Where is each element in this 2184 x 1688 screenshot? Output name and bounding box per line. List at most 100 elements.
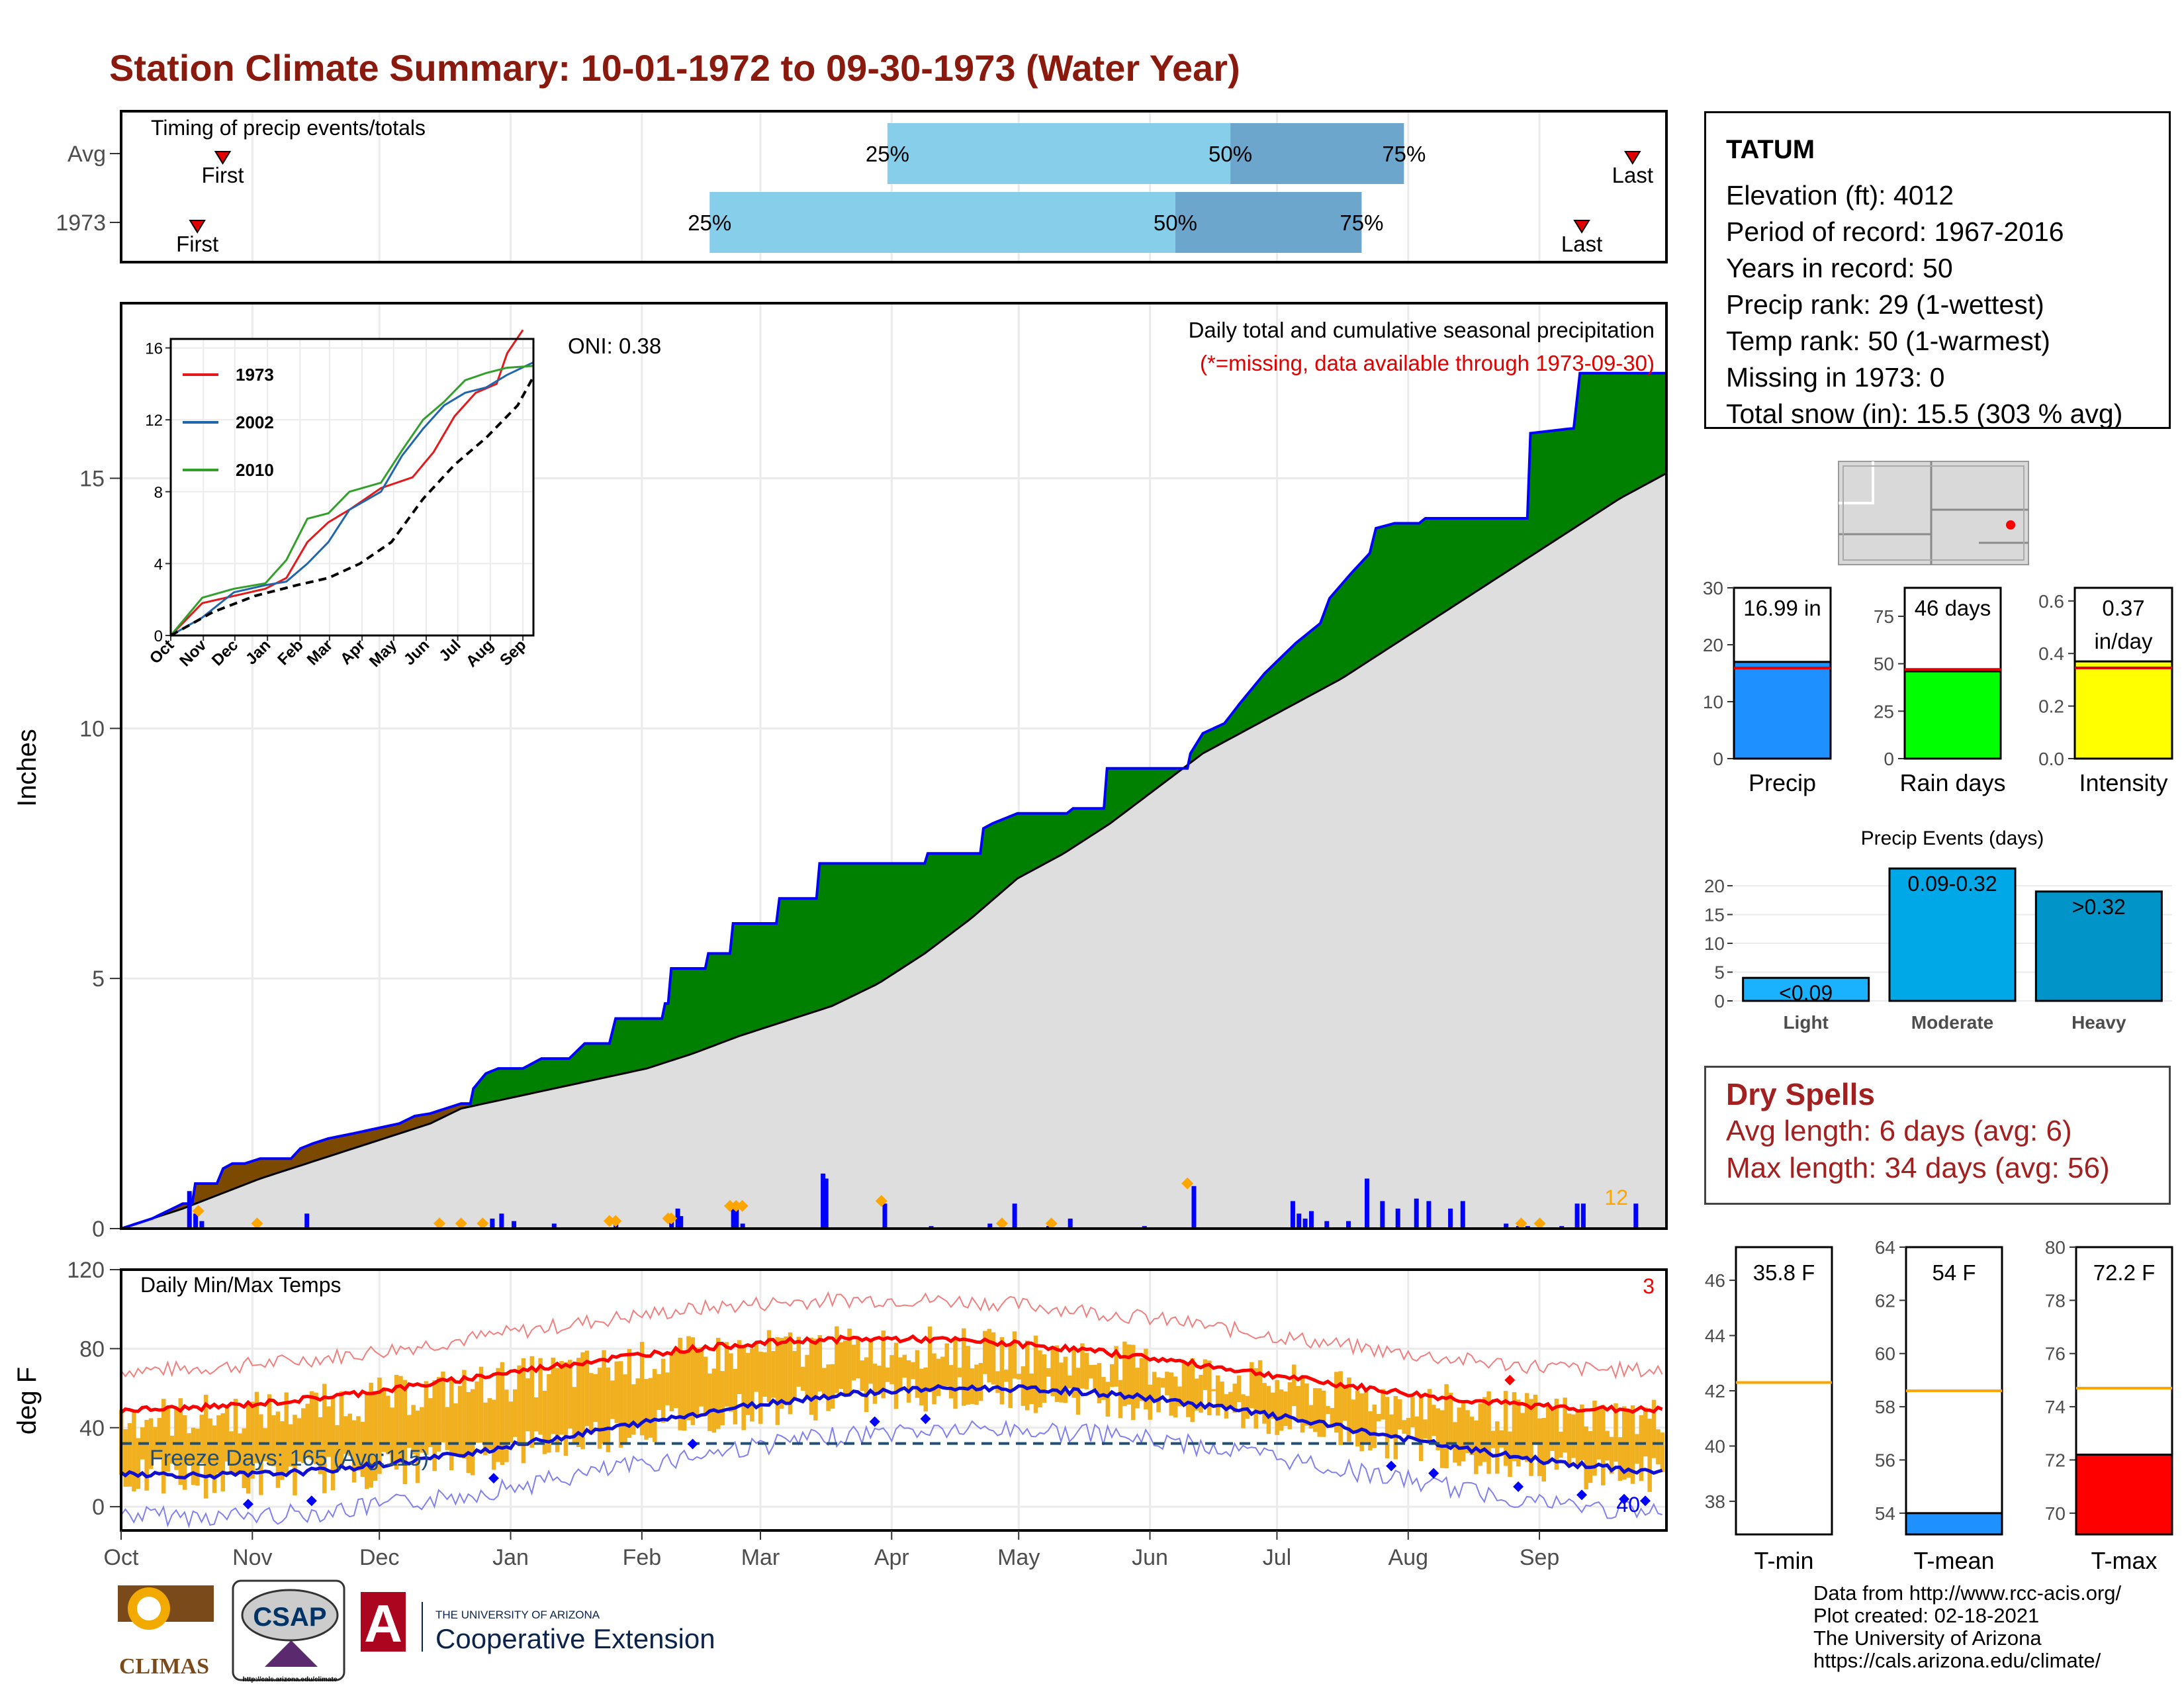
total-panel-1: 0 25 50 75 46 days Rain days	[1874, 586, 2006, 796]
daily-precip-bar	[675, 1208, 680, 1229]
csap-logo-mountain	[265, 1640, 318, 1667]
avg-precip-area	[121, 473, 1666, 1229]
month-label: May	[997, 1545, 1040, 1570]
inset-legend-label: 1973	[236, 365, 274, 385]
total-panel-label: Precip	[1749, 769, 1816, 796]
record-low-marker	[1513, 1481, 1524, 1492]
temp-panel-bg	[121, 1270, 1666, 1530]
daily-temp-bar	[1304, 1383, 1309, 1426]
daily-temp-bar	[1292, 1364, 1297, 1407]
daily-temp-bar	[771, 1351, 776, 1398]
timing-first-label: First	[176, 232, 218, 256]
precip-ylabel: Inches	[13, 729, 42, 807]
daily-temp-bar	[500, 1362, 505, 1466]
daily-precip-bar	[187, 1191, 192, 1229]
daily-temp-bar	[881, 1331, 886, 1399]
daily-temp-bar	[639, 1342, 645, 1436]
daily-temp-bar	[1656, 1429, 1661, 1465]
daily-temp-bar	[1236, 1375, 1242, 1403]
daily-temp-bar	[496, 1368, 500, 1462]
record-low-line	[120, 1419, 1662, 1528]
daily-precip-bar	[740, 1223, 745, 1229]
dry-spells-max: Max length: 34 days (avg: 56)	[1726, 1152, 2110, 1184]
daily-temp-bar	[817, 1335, 823, 1392]
daily-temp-bar	[1609, 1436, 1614, 1474]
daily-temp-bar	[1181, 1363, 1187, 1407]
events-tick-label: 15	[1704, 905, 1725, 925]
inset-border	[169, 338, 535, 637]
daily-temp-bar	[1122, 1341, 1127, 1407]
daily-temp-bar	[1592, 1400, 1597, 1476]
total-value-label: 0.37	[2102, 596, 2144, 620]
daily-temp-bar	[919, 1368, 924, 1406]
total-panel-2: 0.0 0.2 0.4 0.6 0.37 in/day Intensity	[2038, 586, 2173, 796]
temp-summary-tick-label: 64	[1875, 1237, 1895, 1258]
month-label: Apr	[874, 1545, 909, 1570]
daily-precip-bar	[1414, 1198, 1419, 1229]
daily-temp-bar	[1410, 1397, 1415, 1428]
daily-temp-bar	[741, 1344, 746, 1430]
daily-temp-bar	[1148, 1384, 1153, 1420]
event-bar	[2034, 890, 2163, 1002]
daily-temp-bar	[157, 1418, 162, 1460]
daily-temp-bar	[957, 1368, 962, 1378]
daily-temp-bar	[547, 1374, 551, 1453]
temp-summary-tick-label: 42	[1705, 1381, 1725, 1401]
daily-temp-bar	[161, 1399, 166, 1494]
daily-temp-bar	[1097, 1363, 1102, 1403]
daily-precip-bar	[1426, 1201, 1432, 1229]
map-border-line	[1839, 461, 1874, 504]
month-label: Mar	[741, 1545, 780, 1570]
avg-max-temp-line	[120, 1334, 1663, 1414]
daily-temp-bar	[233, 1399, 238, 1475]
daily-temp-bar	[153, 1427, 158, 1459]
daily-temp-bar	[314, 1392, 318, 1464]
daily-temp-bar	[250, 1401, 255, 1479]
daily-precip-bar	[1191, 1186, 1197, 1229]
temp-tick-label: 0	[92, 1495, 105, 1520]
daily-temp-bar	[1529, 1399, 1533, 1476]
daily-temp-bar	[703, 1356, 708, 1416]
daily-temp-bar	[991, 1332, 996, 1385]
daily-temp-bar	[1101, 1377, 1106, 1400]
daily-temp-bar	[911, 1362, 915, 1380]
daily-temp-bar	[584, 1350, 590, 1427]
daily-temp-bar	[1385, 1397, 1390, 1459]
inset-series-line	[170, 361, 534, 637]
daily-temp-bar	[1105, 1382, 1111, 1417]
timing-last-label: Last	[1612, 163, 1653, 187]
daily-temp-bar	[856, 1336, 860, 1379]
timing-bar-50-75	[1175, 192, 1362, 253]
daily-temp-bar	[860, 1360, 865, 1391]
daily-temp-bar	[1495, 1421, 1500, 1474]
daily-temp-bar	[394, 1374, 399, 1470]
events-chart: 0 5 10 15 20 <0.09 Light 0.09-0.32 Moderate >0.32…	[1704, 827, 2172, 1033]
daily-temp-bar	[1194, 1378, 1199, 1411]
timing-p25-label: 25%	[866, 142, 909, 166]
daily-temp-bar	[208, 1418, 212, 1477]
inset-legend-label: 2010	[236, 460, 274, 480]
daily-temp-bar	[1448, 1392, 1453, 1450]
daily-temp-bar	[1372, 1404, 1377, 1448]
daily-temp-bar	[737, 1340, 742, 1394]
daily-precip-bar	[823, 1178, 829, 1229]
dry-spells-title: Dry Spells	[1726, 1077, 1875, 1111]
events-title: Precip Events (days)	[1861, 827, 2044, 849]
daily-temp-bar	[839, 1342, 844, 1389]
daily-temp-bar	[568, 1360, 572, 1429]
daily-temp-bar	[618, 1361, 623, 1448]
daily-temp-bar	[322, 1383, 327, 1493]
daily-precip-bar	[1504, 1223, 1509, 1229]
daily-temp-bar	[1482, 1397, 1487, 1462]
daily-temp-bar	[1630, 1405, 1635, 1484]
daily-temp-bar	[868, 1338, 873, 1384]
daily-temp-bar	[343, 1416, 348, 1454]
avg-precip-line	[120, 472, 1667, 1230]
daily-temp-bar	[635, 1378, 640, 1427]
daily-temp-bar	[318, 1417, 323, 1474]
footer-line: The University of Arizona	[1813, 1626, 2042, 1650]
csap-logo-cloud	[241, 1589, 339, 1642]
precip-tick-label: 15	[79, 466, 105, 491]
temp-summary-label: T-min	[1754, 1547, 1814, 1574]
event-bar-label: <0.09	[1779, 981, 1833, 1005]
